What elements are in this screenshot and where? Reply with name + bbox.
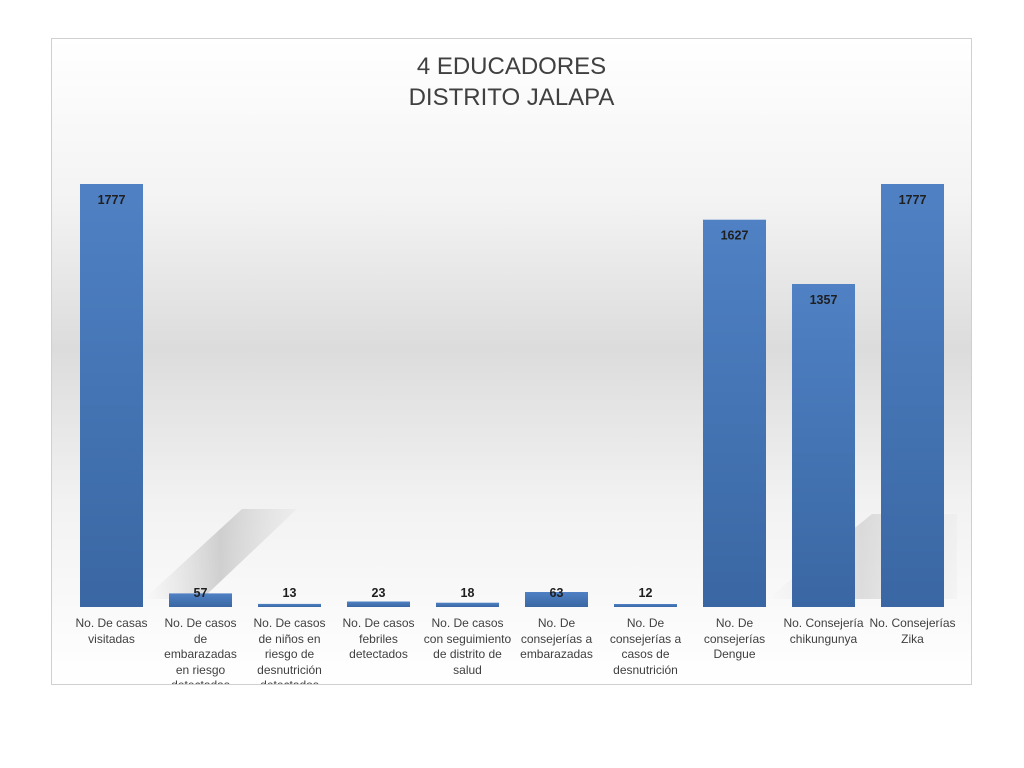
data-label-0: 1777: [98, 193, 126, 207]
bar-5: [525, 592, 588, 607]
tick-label-4: No. De casos con seguimiento de distrito…: [423, 616, 512, 677]
bar-series: [80, 184, 944, 607]
data-label-6: 12: [639, 586, 653, 600]
bar-4: [436, 602, 499, 607]
tick-label-7: No. De consejerías Dengue: [703, 616, 766, 661]
plot-area: 1777 57 13 23 18 63 12 1627 1357 1777: [80, 184, 957, 607]
bar-9: [881, 184, 944, 607]
chart-title-line-1: 4 EDUCADORES: [416, 53, 607, 80]
bar-7: [703, 219, 766, 607]
tick-label-6: No. De consejerías a casos de desnutrici…: [609, 616, 682, 677]
data-label-4: 18: [461, 586, 475, 600]
data-label-7: 1627: [721, 229, 749, 243]
data-label-8: 1357: [810, 293, 838, 307]
tick-label-0: No. De casas visitadas: [75, 616, 148, 646]
data-label-3: 23: [372, 586, 386, 600]
chart-title: 4 EDUCADORES DISTRITO JALAPA: [52, 51, 971, 113]
tick-label-3: No. De casos febriles detectados: [342, 616, 415, 661]
bar-0: [80, 184, 143, 607]
bar-6: [614, 604, 677, 607]
bar-8: [792, 284, 855, 607]
bar-3: [347, 601, 410, 607]
data-label-5: 63: [550, 586, 564, 600]
data-label-2: 13: [283, 586, 297, 600]
chart-title-line-2: DISTRITO JALAPA: [408, 84, 615, 111]
tick-label-5: No. De consejerías a embarazadas: [520, 616, 593, 661]
tick-label-8: No. Consejería chikungunya: [783, 616, 864, 646]
data-labels: 1777 57 13 23 18 63 12 1627 1357 1777: [98, 193, 927, 600]
bar-1: [169, 593, 232, 607]
tick-label-9: No. Consejerías Zika: [869, 616, 956, 646]
data-label-1: 57: [194, 586, 208, 600]
tick-label-1: No. De casos de embarazadas en riesgo de…: [164, 616, 237, 685]
tick-label-2: No. De casos de niños en riesgo de desnu…: [253, 616, 326, 685]
data-label-9: 1777: [899, 193, 927, 207]
chart-area: 4 EDUCADORES DISTRITO JALAPA 1777 57 13 23 1…: [51, 38, 972, 685]
bar-2: [258, 603, 321, 607]
